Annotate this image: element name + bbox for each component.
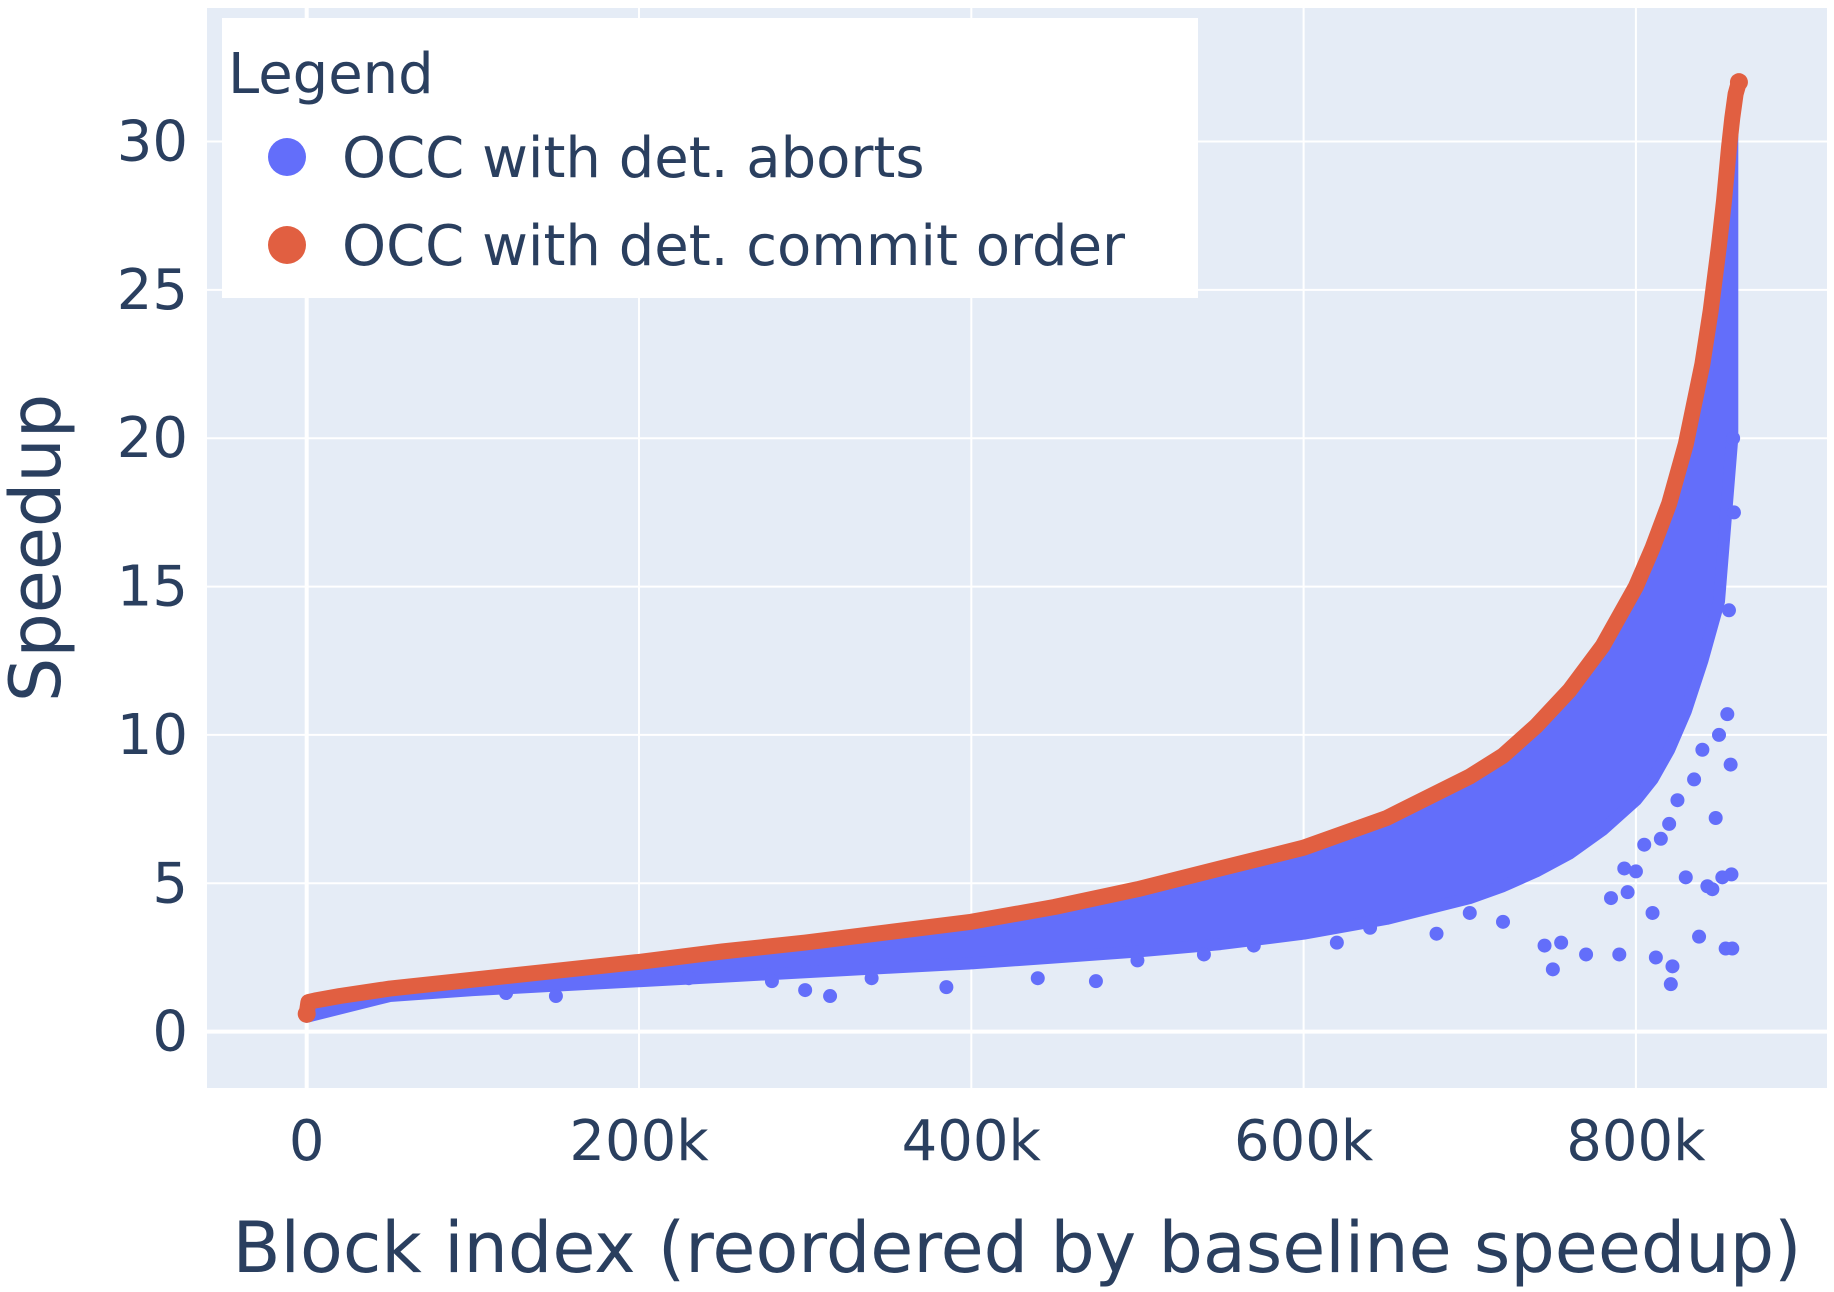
series-aborts-point <box>1462 905 1477 920</box>
y-tick-label: 20 <box>117 406 188 471</box>
x-axis-label: Block index (reordered by baseline speed… <box>233 1207 1802 1289</box>
series-aborts-point <box>1637 837 1652 852</box>
series-aborts-point <box>1662 816 1677 831</box>
series-aborts-point <box>499 986 514 1001</box>
legend-entry-aborts: OCC with det. aborts <box>342 126 925 191</box>
series-aborts-point <box>1670 793 1685 808</box>
series-aborts-point <box>1665 959 1680 974</box>
series-aborts-point <box>1678 870 1693 885</box>
series-aborts-point <box>1705 882 1720 897</box>
legend-marker-commit-order <box>268 226 306 264</box>
series-aborts-point <box>764 974 779 989</box>
series-aborts-point <box>1723 757 1738 772</box>
data-points <box>297 73 1748 1023</box>
series-aborts-point <box>1648 950 1663 965</box>
x-tick-label: 800k <box>1566 1109 1706 1174</box>
x-tick-label: 600k <box>1234 1109 1374 1174</box>
y-tick-label: 30 <box>117 110 188 175</box>
series-commit-order-line <box>298 74 1747 1022</box>
series-aborts-point <box>1246 938 1261 953</box>
series-aborts-point <box>1712 727 1726 742</box>
series-aborts-point <box>1726 505 1741 520</box>
series-aborts-point <box>1687 772 1702 787</box>
series-aborts-point <box>1726 431 1741 446</box>
series-aborts-point <box>864 971 879 986</box>
y-axis-label: Speedup <box>0 394 77 702</box>
series-aborts-point <box>1708 811 1723 825</box>
series-aborts-point <box>1612 947 1627 962</box>
series-aborts-point <box>1692 929 1707 944</box>
series-aborts-point <box>1604 891 1618 906</box>
series-aborts-point <box>1663 977 1678 992</box>
legend-marker-aborts <box>268 138 306 176</box>
series-aborts-point <box>1628 864 1643 879</box>
series-aborts-point <box>798 983 813 998</box>
series-aborts-point <box>1725 941 1740 956</box>
series-aborts-point <box>681 971 696 986</box>
series-aborts-point <box>1429 926 1444 941</box>
y-tick-label: 10 <box>117 703 188 768</box>
series-aborts-point <box>548 989 563 1004</box>
series-commit-order-point <box>297 1004 316 1023</box>
legend-title: Legend <box>228 42 434 107</box>
series-aborts-point <box>1030 971 1045 986</box>
x-tick-label: 0 <box>289 1109 325 1174</box>
series-aborts-point <box>1617 861 1632 876</box>
series-aborts-point <box>1130 953 1145 968</box>
series-aborts-point <box>1554 935 1569 950</box>
series-aborts-point <box>1363 920 1378 935</box>
legend-entry-commit-order: OCC with det. commit order <box>342 214 1126 279</box>
y-tick-label: 0 <box>152 1000 188 1065</box>
series-aborts-point <box>1620 885 1635 900</box>
series-aborts-point <box>1545 962 1560 977</box>
series-aborts-point <box>1196 947 1211 962</box>
series-commit-order-point <box>1729 73 1748 92</box>
legend: Legend OCC with det. aborts OCC with det… <box>222 18 1198 298</box>
series-aborts-point <box>1653 831 1668 846</box>
series-aborts-point <box>1695 742 1710 757</box>
series-aborts-point <box>823 989 838 1004</box>
series-aborts-point <box>1537 938 1552 953</box>
series-aborts-point <box>1721 603 1736 618</box>
series-aborts-point <box>1720 707 1735 722</box>
y-tick-label: 5 <box>152 851 188 916</box>
series-aborts-point <box>1645 905 1660 920</box>
series-aborts-point <box>1579 947 1594 962</box>
x-tick-label: 200k <box>569 1109 709 1174</box>
series-aborts-point <box>1329 935 1344 950</box>
tick-labels: 0 5 10 15 20 25 30 0 200k 400k 600k 800k <box>117 110 1706 1174</box>
legend-background <box>222 18 1198 298</box>
y-tick-label: 25 <box>117 258 188 323</box>
y-tick-label: 15 <box>117 555 188 620</box>
series-aborts-point <box>1724 867 1739 882</box>
series-aborts-point <box>1088 974 1103 989</box>
series-aborts-point <box>939 980 954 995</box>
x-tick-label: 400k <box>902 1109 1042 1174</box>
series-aborts-point <box>1496 914 1510 929</box>
